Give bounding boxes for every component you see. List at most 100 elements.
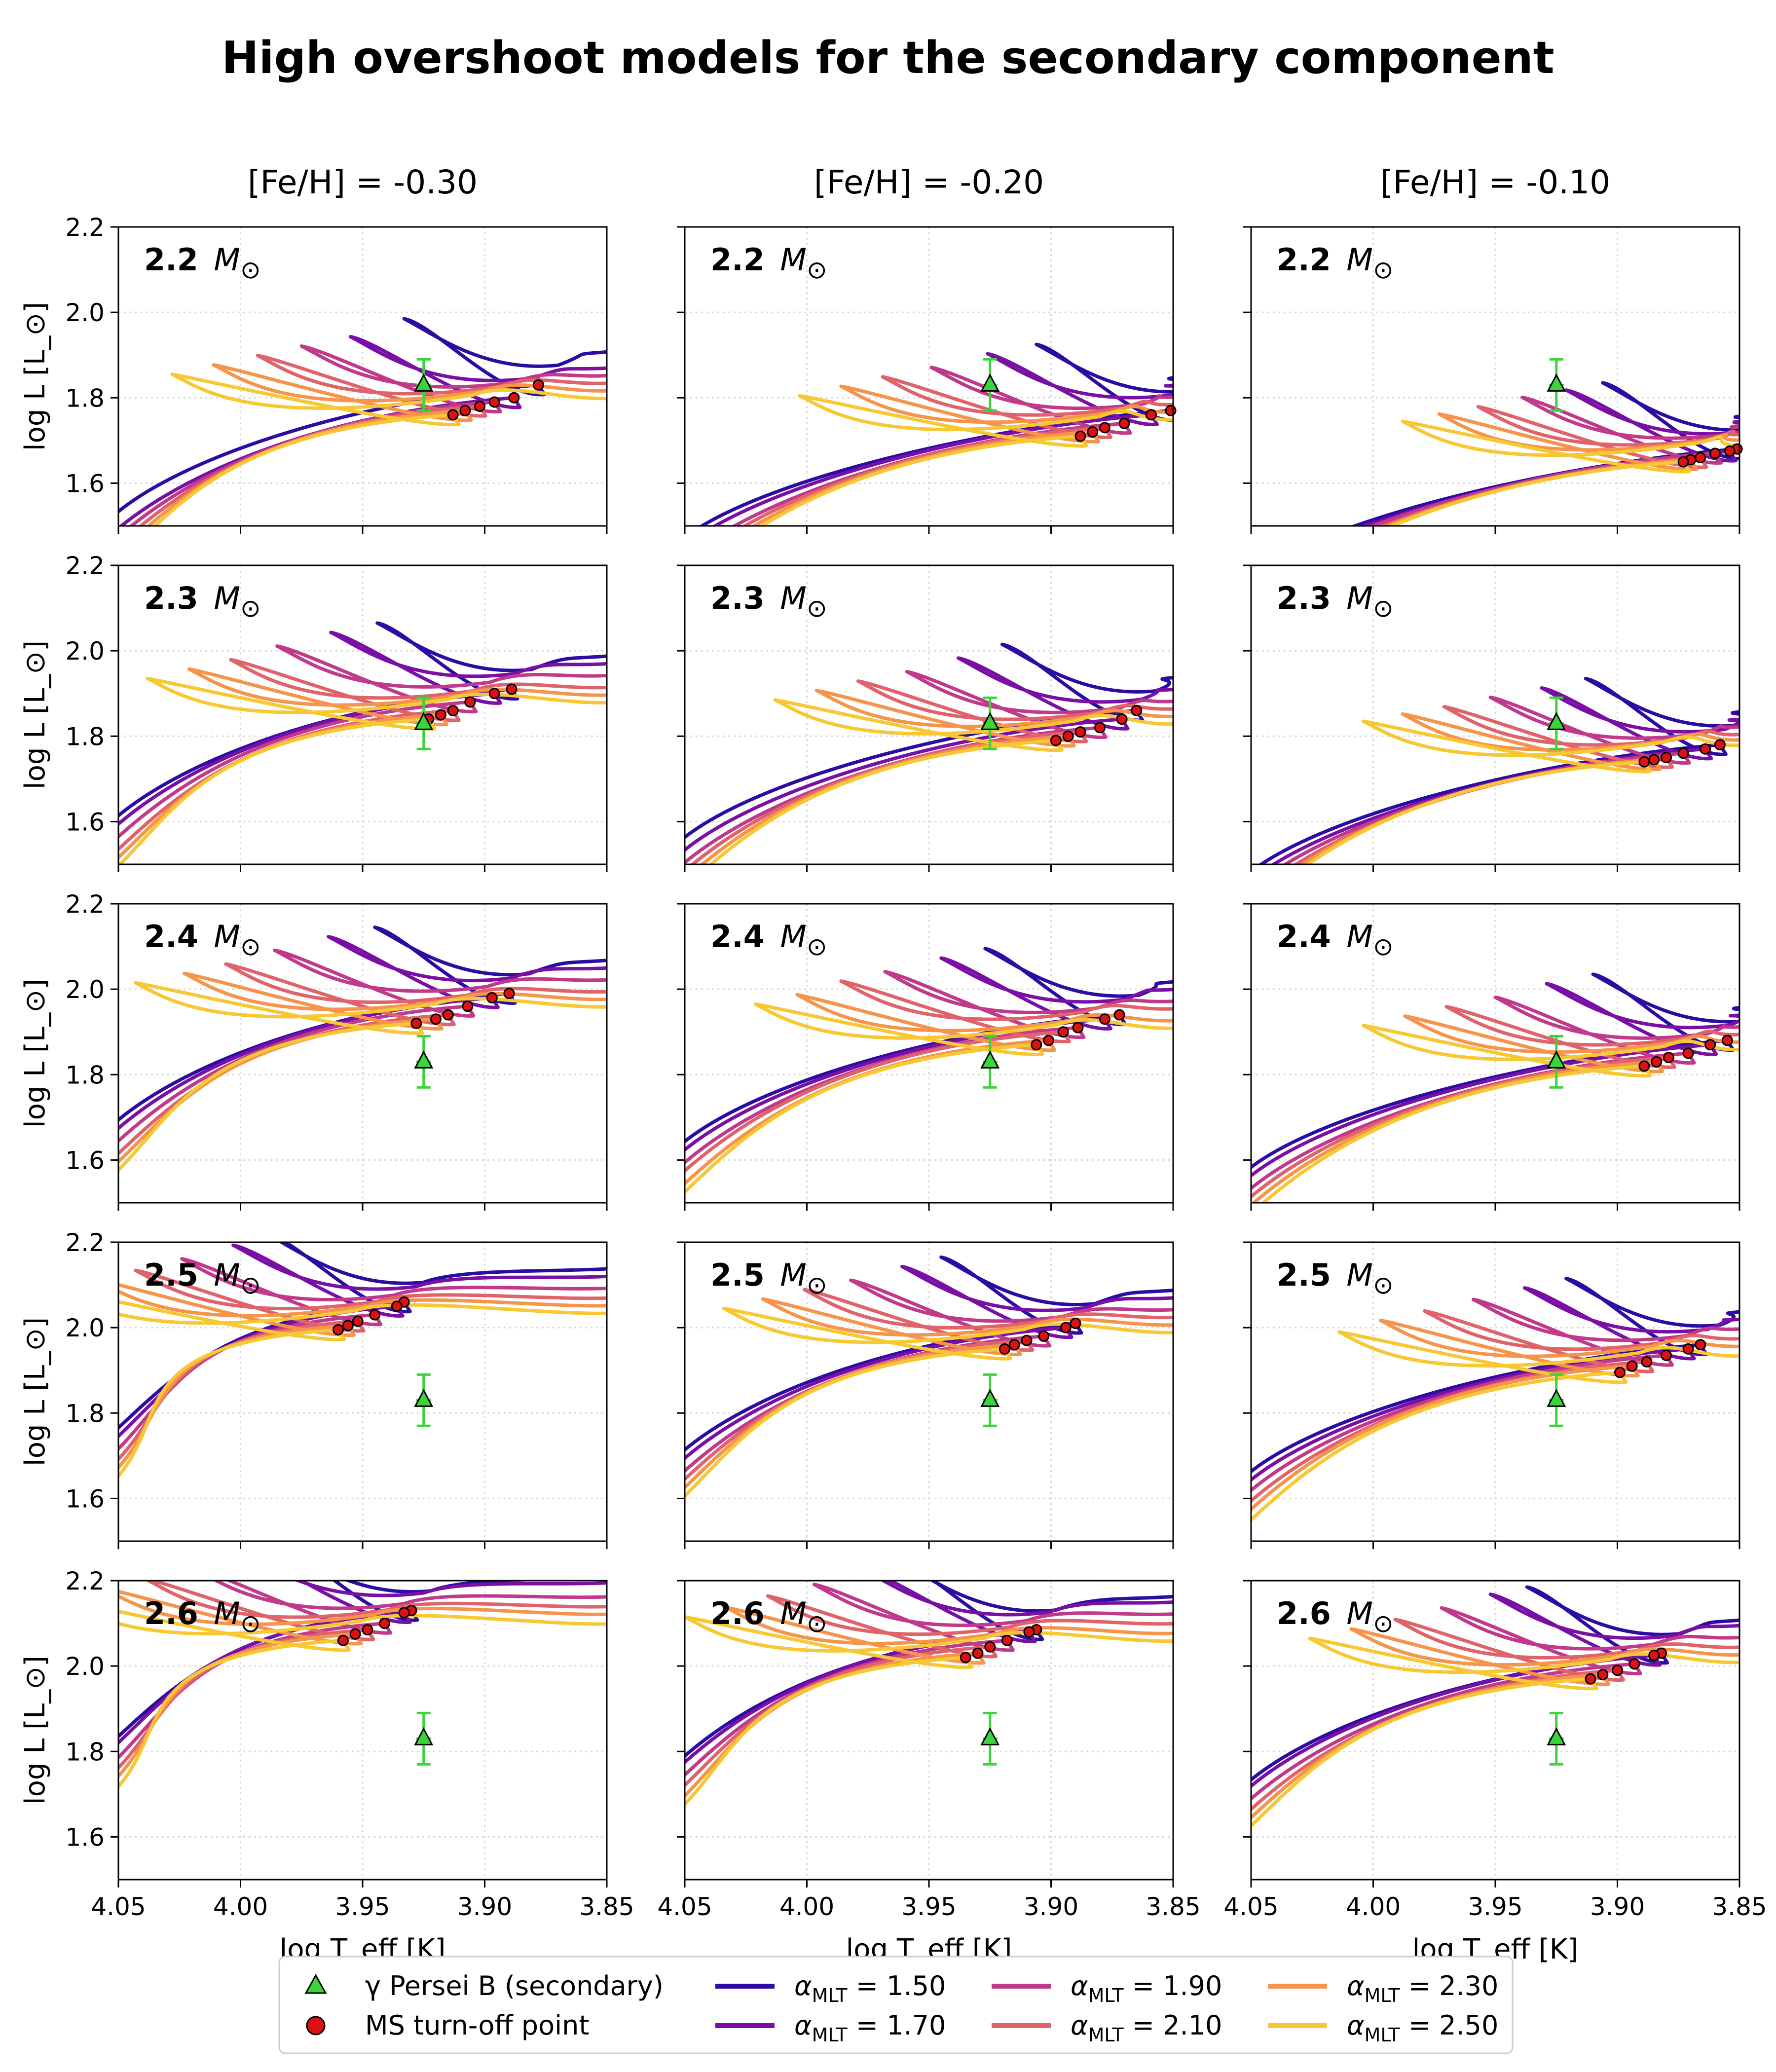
turnoff-point [1628, 1658, 1640, 1670]
mass-label: 2.4 M⊙ [710, 919, 827, 961]
observation-marker [414, 1035, 434, 1089]
track-alpha-2.50 [152, 372, 607, 526]
track-alpha-1.50 [118, 317, 607, 514]
tracks [685, 642, 1173, 864]
track-alpha-1.70 [1251, 1592, 1739, 1789]
y-tick-label: 2.2 [65, 213, 105, 242]
turnoff-point [1704, 1039, 1716, 1051]
legend-box [278, 1956, 1514, 2054]
tracks [118, 925, 607, 1173]
legend-turnoff-label: MS turn-off point [365, 2010, 590, 2041]
mass-label: 2.5 M⊙ [144, 1257, 261, 1299]
track-alpha-2.50 [118, 981, 607, 1173]
track-alpha-1.50 [118, 1581, 560, 1739]
turnoff-point [1724, 445, 1736, 457]
legend: γ Persei B (secondary) MS turn-off point α… [278, 1956, 1514, 2054]
observation-triangle [1547, 1727, 1566, 1745]
track-alpha-1.70 [118, 1581, 607, 1745]
track-alpha-1.70 [118, 630, 607, 826]
tracks [1251, 972, 1739, 1203]
turnoff-point [1661, 1349, 1672, 1361]
mass-label: 2.6 M⊙ [144, 1595, 261, 1638]
x-tick-label: 3.95 [901, 1892, 956, 1921]
x-tick-label: 3.95 [335, 1892, 390, 1921]
tracks [1251, 1277, 1739, 1522]
x-tick-label: 3.90 [1024, 1892, 1078, 1921]
mass-label: 2.6 M⊙ [1277, 1595, 1394, 1638]
legend-alpha-label: αMLT = 2.50 [1347, 2010, 1498, 2046]
legend-alpha-label: αMLT = 1.50 [794, 1970, 946, 2006]
track-alpha-2.50 [685, 1002, 1173, 1194]
panel: 2.4 M⊙ [1243, 903, 1740, 1211]
turnoff-point [1614, 1367, 1626, 1378]
observation-marker [414, 1711, 434, 1766]
y-tick-label: 1.6 [65, 1823, 105, 1851]
observation-marker [980, 1373, 1000, 1427]
observation-marker [1547, 696, 1566, 750]
track-alpha-1.90 [1251, 1297, 1739, 1493]
y-tick-label: 1.8 [65, 1399, 105, 1428]
track-alpha-1.70 [685, 656, 1173, 852]
panel: 2.2 M⊙ [677, 226, 1177, 534]
turnoff-point [1008, 1339, 1020, 1351]
y-axis-label: log L [L_⊙] [19, 979, 51, 1128]
track-alpha-1.50 [1350, 381, 1739, 526]
y-tick-label: 1.8 [65, 722, 105, 751]
legend-observation-label: γ Persei B (secondary) [365, 1970, 664, 2001]
turnoff-point [1043, 1035, 1055, 1046]
mass-label: 2.5 M⊙ [1277, 1257, 1394, 1299]
track-alpha-2.10 [685, 1288, 1173, 1482]
turnoff-point [1001, 1634, 1013, 1646]
panel: 1.6 1.8 2.0 2.2 2.4 M⊙ log L [L_⊙] [19, 890, 608, 1211]
observation-marker [980, 696, 1000, 750]
mass-label: 2.3 M⊙ [144, 580, 261, 623]
x-tick-label: 4.00 [213, 1892, 268, 1921]
turnoff-point [464, 696, 476, 708]
track-alpha-1.50 [699, 342, 1173, 526]
track-alpha-1.50 [1258, 676, 1739, 864]
tracks [118, 621, 607, 864]
turnoff-point [1087, 426, 1099, 438]
track-alpha-1.90 [118, 948, 607, 1144]
track-alpha-2.50 [1251, 1330, 1739, 1522]
y-tick-label: 2.0 [65, 1314, 105, 1342]
turnoff-point [503, 988, 515, 999]
turnoff-point [1677, 747, 1689, 759]
y-tick-label: 2.2 [65, 1567, 105, 1595]
turnoff-point [391, 1300, 403, 1312]
turnoff-point [474, 401, 486, 412]
column-titles: [Fe/H] = -0.30 [Fe/H] = -0.20 [Fe/H] = -0.… [248, 163, 1610, 201]
column-title: [Fe/H] = -0.10 [1380, 163, 1610, 201]
y-tick-label: 1.8 [65, 384, 105, 412]
track-alpha-1.50 [685, 642, 1173, 840]
track-alpha-2.30 [118, 1283, 607, 1470]
turnoff-point [352, 1315, 364, 1327]
turnoff-point [1145, 409, 1157, 421]
turnoff-point [1113, 1009, 1125, 1021]
turnoff-point [488, 396, 500, 408]
turnoff-point [430, 1013, 442, 1025]
tracks [685, 1255, 1173, 1499]
observation-triangle [980, 1389, 1000, 1407]
track-alpha-1.70 [685, 956, 1173, 1152]
track-alpha-2.50 [1260, 1024, 1739, 1203]
mass-label: 2.5 M⊙ [710, 1257, 827, 1299]
mass-label: 2.3 M⊙ [710, 580, 827, 623]
y-axis-label: log L [L_⊙] [19, 1317, 51, 1466]
track-alpha-1.70 [685, 1581, 1173, 1765]
track-alpha-1.50 [1251, 972, 1739, 1170]
x-tick-label: 3.85 [579, 1892, 634, 1921]
turnoff-point [462, 1000, 474, 1012]
panel: 4.05 4.00 3.95 3.90 3.852.6 M⊙log T_eff [K] [657, 1580, 1201, 1965]
turnoff-point [486, 992, 498, 1003]
turnoff-point [1099, 422, 1110, 434]
turnoff-point [1641, 1356, 1653, 1368]
turnoff-point [984, 1641, 996, 1653]
legend-observation-marker [304, 1973, 327, 1994]
panel: 2.3 M⊙ [1243, 564, 1740, 872]
turnoff-point [1648, 1650, 1660, 1661]
y-tick-label: 2.0 [65, 298, 105, 327]
y-tick-label: 2.2 [65, 890, 105, 919]
turnoff-point [1074, 726, 1086, 738]
